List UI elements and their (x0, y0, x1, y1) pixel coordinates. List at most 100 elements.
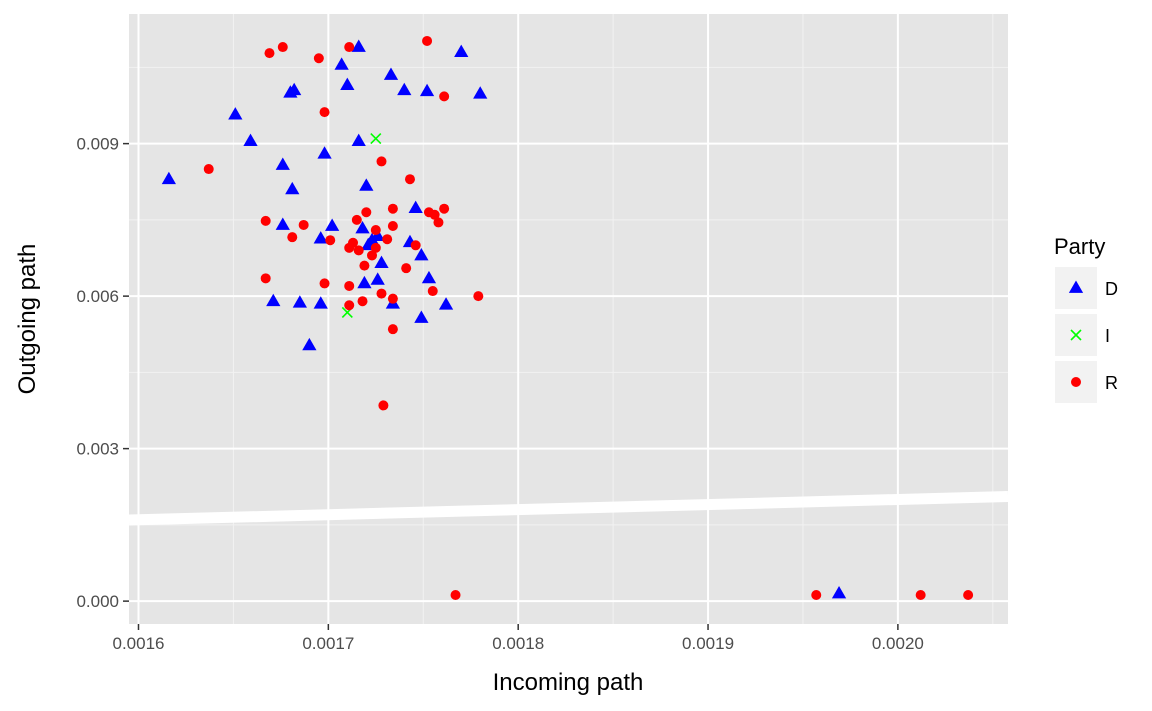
data-point-D (370, 228, 385, 242)
data-point-R (387, 324, 398, 335)
data-point-R (277, 42, 288, 53)
data-point-R (344, 280, 355, 291)
data-point-D (283, 85, 298, 98)
data-point-D (454, 44, 469, 57)
reference-line-layer (129, 491, 1008, 526)
data-point-D (419, 83, 435, 97)
data-point-R (429, 209, 440, 220)
y-tick-label: 0.009 (76, 135, 119, 154)
data-point-R (439, 203, 450, 214)
legend-label-D: D (1105, 279, 1118, 299)
data-point-D (414, 310, 429, 323)
data-point-D (351, 39, 366, 52)
data-point-D (285, 181, 300, 195)
data-point-R (287, 232, 298, 243)
data-point-R (370, 225, 381, 236)
data-point-R (361, 207, 372, 218)
data-point-R (319, 107, 330, 118)
data-point-D (228, 107, 243, 120)
data-point-D (302, 337, 317, 351)
data-point-R (344, 242, 355, 253)
legend-label-I: I (1105, 326, 1110, 346)
data-point-R (376, 156, 387, 167)
data-point-R (387, 220, 398, 231)
data-point-R (378, 400, 389, 411)
data-point-D (370, 272, 385, 285)
panel-background (129, 14, 1008, 624)
x-axis: 0.0016 0.0017 0.0018 0.0019 0.0020 (112, 624, 924, 653)
data-point-D (397, 82, 412, 96)
legend-marker-R (1071, 377, 1081, 387)
data-point-R (325, 235, 336, 246)
data-point-R (353, 245, 364, 256)
data-point-R (344, 42, 355, 53)
data-point-R (260, 273, 271, 284)
data-point-R (359, 260, 370, 271)
data-point-D (351, 133, 366, 146)
data-point-D (313, 231, 328, 244)
data-points (161, 35, 974, 601)
data-point-R (382, 234, 393, 245)
legend-marker-I (1070, 329, 1082, 341)
data-point-R (422, 35, 433, 46)
x-tick-label: 0.0019 (682, 634, 734, 653)
legend-label-R: R (1105, 373, 1118, 393)
data-point-R (357, 296, 368, 307)
data-point-R (370, 242, 381, 253)
data-point-D (414, 247, 429, 261)
data-point-D (161, 171, 176, 185)
data-point-R (450, 590, 461, 601)
data-point-D (473, 86, 488, 99)
data-point-R (427, 286, 438, 297)
data-point-D (355, 221, 370, 234)
data-point-D (408, 200, 423, 214)
grid (129, 14, 1008, 624)
reference-line (129, 491, 1008, 526)
data-point-R (387, 293, 398, 304)
data-point-R (264, 48, 275, 59)
data-point-D (421, 270, 437, 284)
data-point-D (313, 296, 328, 309)
data-point-R (439, 91, 450, 102)
data-point-D (374, 255, 389, 268)
legend-marker-D (1068, 280, 1084, 293)
data-point-R (387, 203, 398, 214)
y-axis: 0.000 0.003 0.006 0.009 (76, 135, 129, 611)
data-point-R (351, 214, 362, 225)
x-tick-label: 0.0016 (112, 634, 164, 653)
data-point-D (292, 295, 307, 308)
data-point-D (266, 293, 281, 307)
data-point-D (357, 275, 372, 289)
data-point-R (433, 217, 444, 228)
series-R (203, 35, 974, 601)
data-point-D (438, 297, 454, 310)
y-tick-label: 0.003 (76, 440, 119, 459)
x-tick-label: 0.0017 (302, 634, 354, 653)
data-point-R (203, 164, 214, 175)
data-point-R (401, 263, 412, 274)
data-point-D (383, 67, 399, 80)
x-tick-label: 0.0018 (492, 634, 544, 653)
data-point-R (404, 174, 415, 185)
data-point-D (831, 586, 847, 599)
y-tick-label: 0.000 (76, 592, 119, 611)
data-point-D (334, 57, 349, 70)
data-point-R (367, 250, 378, 261)
data-point-D (325, 218, 340, 231)
data-point-I (370, 132, 382, 145)
data-point-R (260, 215, 271, 226)
data-point-D (275, 217, 290, 230)
x-axis-title: Incoming path (493, 669, 644, 696)
data-point-R (410, 240, 421, 251)
data-point-R (915, 590, 926, 601)
x-tick-label: 0.0020 (872, 634, 924, 653)
data-point-D (359, 178, 374, 191)
data-point-R (344, 300, 355, 311)
y-axis-title: Outgoing path (14, 244, 41, 395)
data-point-R (319, 278, 330, 289)
data-point-R (473, 291, 484, 302)
y-tick-label: 0.006 (76, 287, 119, 306)
data-point-R (313, 53, 324, 64)
legend-title: Party (1054, 234, 1105, 259)
